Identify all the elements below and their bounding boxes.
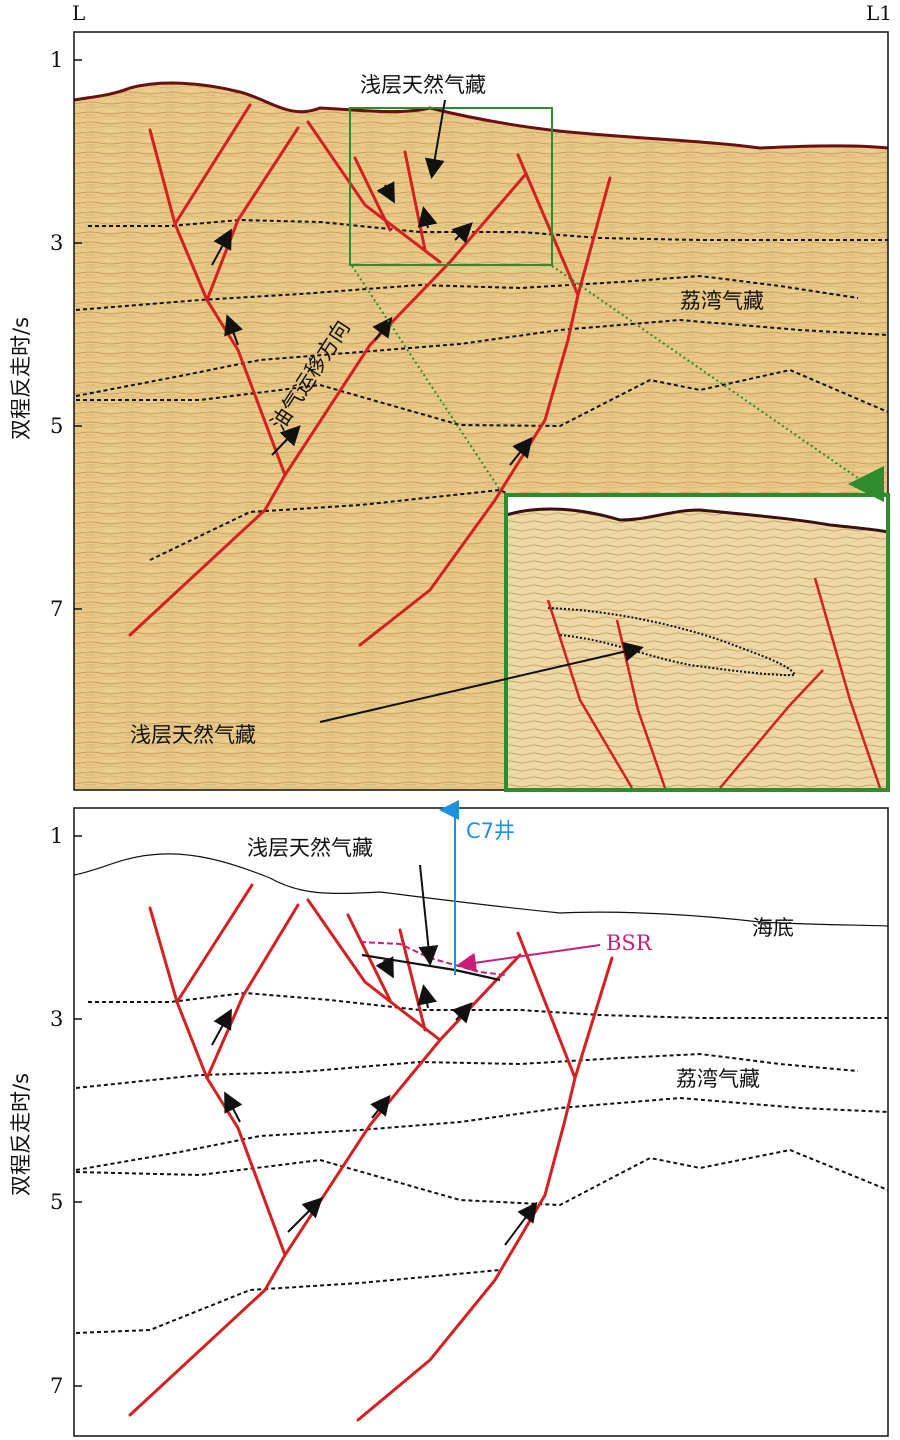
bsr-line [359, 941, 506, 976]
lower-shallow-gas-pointer [319, 641, 644, 723]
top-faults [128, 103, 612, 647]
seafloor-label: 海底 [752, 916, 794, 940]
fault-shallow-3 [403, 150, 427, 252]
inset-seismic [506, 508, 888, 790]
top-liwan-gas-label: 荔湾气藏 [680, 289, 764, 313]
migration-arrow [375, 956, 394, 979]
y-tick-label: 3 [50, 231, 63, 255]
top-shallow-gas-label: 浅层天然气藏 [360, 73, 486, 97]
fault-main [128, 953, 522, 1417]
bottom-liwan-gas-label: 荔湾气藏 [676, 1067, 760, 1091]
bottom-migration-arrows [211, 956, 538, 1246]
y-tick-label: 1 [50, 48, 63, 72]
fault-left-c [205, 903, 300, 1080]
bottom-shallow-gas-label: 浅层天然气藏 [247, 836, 373, 860]
fault-left-c [205, 126, 300, 302]
fault-shallow-1 [306, 120, 442, 264]
fault-right-b [576, 176, 612, 297]
migration-arrow [417, 206, 438, 229]
y-axis-title: 双程反走时/s [9, 1073, 33, 1196]
top-lower-shallow-gas-label: 浅层天然气藏 [130, 723, 256, 747]
migration-arrow [224, 314, 243, 346]
corner-label-right: L1 [866, 1, 892, 25]
top-panel: 浅层天然气藏 荔湾气藏 油气运移方向 浅层天然气藏 1 3 5 7 双程反走时/… [9, 31, 890, 792]
migration-arrow [509, 436, 533, 466]
bottom-y-axis: 1 3 5 7 双程反走时/s [9, 824, 82, 1398]
horizon-2 [75, 1052, 859, 1089]
migration-arrow [372, 316, 393, 341]
y-tick-label: 3 [50, 1007, 63, 1031]
bottom-panel: 浅层天然气藏 C7井 BSR 海底 荔湾气藏 1 3 5 7 双程反走时/s [9, 800, 889, 1437]
inset-faults [546, 577, 882, 789]
migration-arrow [451, 222, 473, 244]
bsr-pointer [456, 944, 601, 973]
migration-arrow [376, 181, 395, 204]
inset-fault [813, 577, 882, 789]
fault-shallow-3 [398, 928, 427, 1032]
horizon-2 [75, 274, 859, 311]
horizon-5 [149, 488, 511, 561]
bottom-horizons [75, 991, 889, 1334]
inset-fault [719, 669, 824, 789]
fault-shallow-4 [448, 173, 527, 264]
y-tick-label: 5 [50, 1190, 63, 1214]
fault-shallow-1 [306, 898, 442, 1042]
fault-left-b [173, 103, 252, 226]
migration-arrow [451, 1002, 473, 1024]
bsr-label: BSR [606, 931, 653, 955]
top-y-axis: 1 3 5 7 双程反走时/s [9, 48, 82, 621]
zoom-connector-right [551, 265, 879, 493]
inset-frame [504, 493, 890, 792]
horizon-3 [75, 1096, 889, 1171]
horizon-3 [75, 318, 889, 397]
y-tick-label: 7 [50, 1374, 63, 1398]
migration-arrow [271, 425, 301, 456]
migration-arrow [224, 1091, 243, 1123]
bottom-seafloor-line [73, 853, 889, 927]
bottom-faults [128, 883, 614, 1422]
horizon-4 [75, 1148, 889, 1207]
horizon-1 [88, 991, 888, 1019]
y-tick-label: 1 [50, 824, 63, 848]
migration-arrow [417, 984, 437, 1009]
migration-arrow [211, 1008, 232, 1046]
bottom-shallow-gas-pointer [418, 864, 439, 966]
horizon-4 [76, 368, 889, 428]
migration-arrow [504, 1201, 538, 1246]
zoom-source-box [349, 107, 553, 266]
migration-arrow [287, 1197, 323, 1233]
top-migration-arrows [211, 181, 533, 466]
fault-shallow-2 [353, 156, 392, 232]
y-axis-title: 双程反走时/s [9, 317, 33, 440]
inset-panel [504, 466, 890, 792]
horizon-5 [75, 1269, 501, 1334]
well-label: C7井 [466, 819, 515, 843]
migration-arrow [211, 228, 232, 266]
fault-main [128, 260, 452, 637]
fault-left-b [175, 883, 254, 1004]
shallow-gas-pointer [424, 99, 446, 179]
y-tick-label: 5 [50, 414, 63, 438]
y-tick-label: 7 [50, 597, 63, 621]
fault-right-b [573, 956, 614, 1080]
inset-gas-body-lower [559, 634, 796, 677]
inset-fault [546, 599, 634, 789]
migration-arrow [370, 1094, 391, 1119]
inset-seafloor [505, 507, 889, 534]
bottom-panel-frame [73, 807, 889, 1437]
fault-shallow-2 [346, 913, 392, 1002]
inset-gas-body-upper [547, 607, 796, 676]
corner-label-left: L [72, 1, 85, 25]
